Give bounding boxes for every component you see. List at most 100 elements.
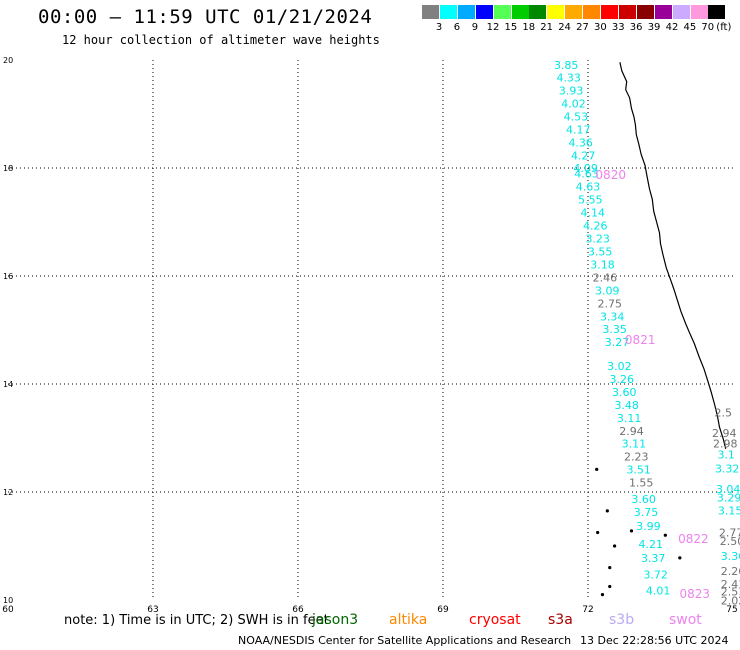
mission-s3a: s3a bbox=[548, 612, 573, 628]
swh-value: 3.51 bbox=[626, 464, 651, 477]
colorbar-swatch bbox=[422, 5, 439, 19]
swh-value: 2.75 bbox=[598, 297, 623, 310]
coastline bbox=[619, 62, 727, 449]
colorbar-label: 70 bbox=[701, 22, 715, 33]
map-note: note: 1) Time is in UTC; 2) SWH is in fe… bbox=[64, 613, 329, 628]
colorbar-swatch bbox=[690, 5, 708, 19]
colorbar-swatch bbox=[439, 5, 457, 19]
mission-jason3: jason3 bbox=[312, 612, 359, 628]
altimeter-tracks: 3.854.333.934.024.534.174.364.274.094.63… bbox=[554, 59, 740, 607]
colorbar-unit: (ft) bbox=[716, 22, 732, 33]
swh-value: 3.36 bbox=[721, 550, 740, 563]
island bbox=[612, 544, 617, 548]
colorbar-label: 21 bbox=[540, 22, 554, 33]
colorbar-label: 18 bbox=[522, 22, 536, 33]
colorbar-label: 24 bbox=[558, 22, 571, 33]
swh-value: 4.26 bbox=[583, 220, 608, 233]
y-tick-label: 12 bbox=[3, 488, 13, 497]
swh-value: 3.55 bbox=[588, 246, 613, 259]
x-tick-label: 63 bbox=[147, 605, 158, 615]
island bbox=[605, 509, 609, 513]
swh-value: 4.33 bbox=[556, 72, 581, 85]
swh-value: 2.94 bbox=[712, 427, 737, 440]
swh-value: 1.55 bbox=[629, 477, 654, 490]
swh-value: 3.23 bbox=[585, 233, 610, 246]
map-grid bbox=[8, 60, 733, 600]
india-coastline bbox=[595, 62, 727, 597]
swh-value: 3.04 bbox=[716, 483, 740, 496]
swh-value: 2.23 bbox=[624, 451, 649, 464]
swh-value: 2.26 bbox=[721, 565, 740, 578]
swh-value: 4.21 bbox=[639, 538, 664, 551]
swh-value: 3.34 bbox=[600, 310, 625, 323]
swh-value: 3.29 bbox=[717, 492, 740, 505]
y-tick-label: 10 bbox=[3, 596, 13, 605]
track-time-label: 0823 bbox=[680, 587, 711, 601]
colorbar-swatch bbox=[636, 5, 654, 19]
colorbar-label: 12 bbox=[486, 22, 500, 33]
colorbar-swatch bbox=[618, 5, 636, 19]
colorbar-label: 36 bbox=[629, 22, 643, 33]
island bbox=[595, 467, 599, 471]
swh-value: 4.36 bbox=[568, 136, 593, 149]
footer-credit: NOAA/NESDIS Center for Satellite Applica… bbox=[238, 634, 572, 647]
swh-value: 3.27 bbox=[605, 336, 630, 349]
x-tick-label: 66 bbox=[292, 605, 304, 615]
island bbox=[600, 593, 605, 597]
colorbar-label: 3 bbox=[435, 22, 443, 33]
footer-timestamp: 13 Dec 22:28:56 UTC 2024 bbox=[580, 634, 729, 647]
x-tick-label: 60 bbox=[2, 605, 14, 615]
swh-value: 3.18 bbox=[590, 258, 615, 271]
colorbar-label: 15 bbox=[504, 22, 518, 33]
island bbox=[596, 530, 600, 535]
colorbar-swatch bbox=[565, 5, 583, 19]
island bbox=[608, 584, 612, 589]
swh-value: 2.5 bbox=[715, 406, 733, 419]
swh-value: 2.77 bbox=[719, 526, 740, 539]
swh-value: 4.09 bbox=[573, 162, 598, 175]
swh-value: 3.11 bbox=[617, 412, 642, 425]
swh-value: 2.50 bbox=[720, 535, 740, 548]
y-tick-label: 16 bbox=[3, 272, 13, 281]
colorbar-swatch bbox=[583, 5, 601, 19]
swh-value: 4.01 bbox=[646, 585, 671, 598]
track-time-label: 0822 bbox=[678, 532, 709, 546]
mission-swot: swot bbox=[669, 612, 702, 628]
swh-value: 2.98 bbox=[713, 438, 738, 451]
axis-ticks: 60 63 66 69 72 75 10 12 14 16 18 20 bbox=[2, 56, 737, 615]
island bbox=[663, 533, 667, 537]
swh-value: 4.53 bbox=[564, 111, 589, 124]
swh-value: 4.27 bbox=[571, 149, 596, 162]
swh-value: 3.37 bbox=[641, 552, 666, 565]
colorbar-swatch bbox=[529, 5, 547, 19]
swh-value: 4.63 bbox=[576, 181, 601, 194]
swh-value: 3.32 bbox=[715, 463, 740, 476]
colorbar-label: 30 bbox=[594, 22, 607, 33]
swh-value: 2.94 bbox=[619, 425, 644, 438]
island bbox=[678, 556, 682, 560]
colorbar-label: 45 bbox=[683, 22, 697, 33]
colorbar-swatch bbox=[547, 5, 565, 19]
colorbar-swatch bbox=[457, 5, 475, 19]
colorbar-swatch bbox=[493, 5, 511, 19]
x-tick-label: 69 bbox=[437, 605, 449, 615]
swh-value: 3.09 bbox=[595, 284, 620, 297]
colorbar-label: 6 bbox=[453, 22, 461, 33]
swh-value: 2.51 bbox=[721, 586, 740, 599]
swh-value: 3.02 bbox=[607, 360, 632, 373]
mission-s3b: s3b bbox=[609, 612, 635, 628]
island bbox=[629, 529, 634, 533]
y-tick-label: 20 bbox=[3, 56, 13, 65]
x-tick-label: 75 bbox=[726, 605, 737, 615]
swh-value: 3.60 bbox=[612, 386, 637, 399]
colorbar-swatch bbox=[511, 5, 529, 19]
swh-value: 4.14 bbox=[581, 207, 606, 220]
colorbar-swatch bbox=[475, 5, 493, 19]
track-time-label: 0821 bbox=[625, 333, 656, 347]
swh-value: 4.02 bbox=[561, 98, 586, 111]
swh-value: 3.15 bbox=[718, 505, 740, 518]
swh-value: 4.17 bbox=[566, 123, 591, 136]
island bbox=[608, 566, 612, 570]
map-title: 00:00 – 11:59 UTC 01/21/2024 bbox=[38, 6, 373, 28]
